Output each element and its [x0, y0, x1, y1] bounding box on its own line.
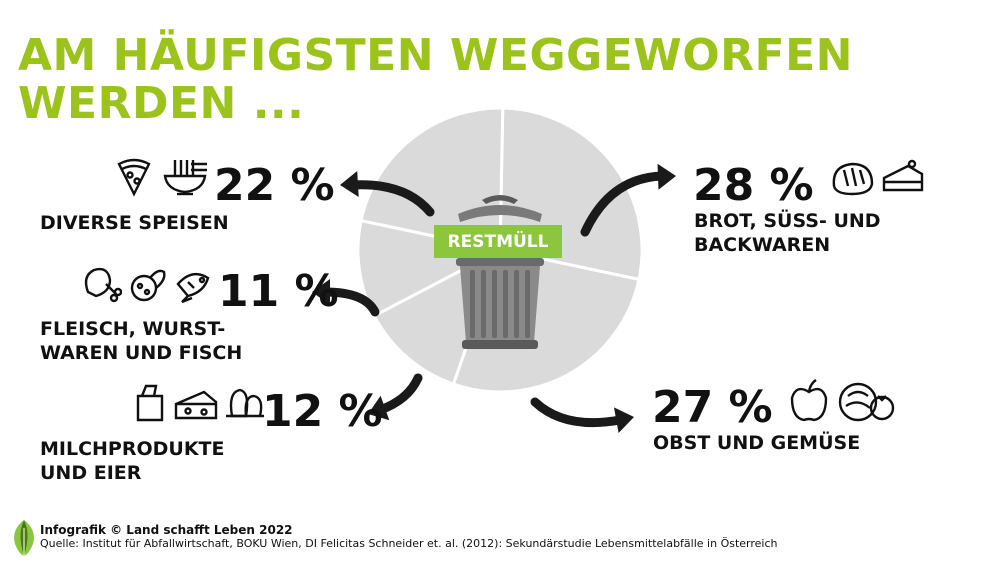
arrow-diverse-speisen: [340, 171, 435, 217]
label-brot: BROT, SÜSS- UND BACKWAREN: [694, 209, 881, 257]
trash-can-icon: [456, 195, 544, 349]
icons-diverse-speisen: [113, 156, 209, 198]
footer-source: Quelle: Institut für Abfallwirtschaft, B…: [40, 537, 778, 550]
arrow-brot: [580, 163, 676, 237]
sausage-icon: [130, 269, 166, 302]
pct-obst: 27 %: [652, 382, 773, 433]
chicken-leg-icon: [84, 267, 122, 303]
pct-milch: 12 %: [262, 386, 383, 437]
label-milch: MILCHPRODUKTE UND EIER: [40, 437, 352, 485]
label-line: WAREN UND FISCH: [40, 342, 243, 364]
icons-fleisch: [80, 262, 216, 304]
apple-icon: [790, 379, 828, 422]
label-line: OBST UND GEMÜSE: [653, 432, 861, 454]
footer: Infografik © Land schafft Leben 2022 Que…: [40, 523, 778, 551]
label-fleisch: FLEISCH, WURST- WAREN UND FISCH: [40, 317, 305, 365]
milk-bottle-icon: [136, 384, 164, 422]
fish-icon: [176, 272, 210, 304]
label-line: FLEISCH, WURST-: [40, 318, 226, 340]
egg-icon: [226, 388, 264, 418]
title-line-2: WERDEN ...: [18, 78, 305, 129]
pct-brot: 28 %: [693, 160, 814, 211]
pizza-icon: [117, 158, 151, 197]
label-line: UND EIER: [40, 462, 142, 484]
arrow-milch: [368, 373, 423, 421]
bread-icon: [832, 162, 874, 196]
land-schafft-leben-logo-icon: [14, 520, 34, 556]
cake-icon: [882, 159, 924, 192]
arrow-fleisch: [312, 279, 380, 317]
label-line: BROT, SÜSS- UND: [694, 210, 881, 232]
page-title: AM HÄUFIGSTEN WEGGEWORFEN WERDEN ...: [18, 32, 853, 128]
icons-obst: [788, 378, 898, 424]
cheese-icon: [174, 390, 218, 420]
vegetables-icon: [838, 382, 895, 422]
label-obst: OBST UND GEMÜSE: [653, 431, 860, 455]
pct-diverse-speisen: 22 %: [214, 160, 335, 211]
icons-milch: [132, 382, 266, 424]
label-line: DIVERSE SPEISEN: [40, 212, 229, 234]
label-line: BACKWAREN: [694, 234, 831, 256]
noodle-bowl-icon: [163, 160, 207, 196]
label-line: MILCHPRODUKTE: [40, 438, 225, 460]
arrow-obst: [530, 397, 634, 433]
pct-fleisch: 11 %: [218, 266, 339, 317]
label-diverse-speisen: DIVERSE SPEISEN: [40, 211, 312, 235]
restmuell-label: RESTMÜLL: [434, 225, 562, 258]
icons-brot: [830, 156, 924, 198]
footer-credit: Infografik © Land schafft Leben 2022: [40, 523, 293, 537]
title-line-1: AM HÄUFIGSTEN WEGGEWORFEN: [18, 30, 853, 81]
